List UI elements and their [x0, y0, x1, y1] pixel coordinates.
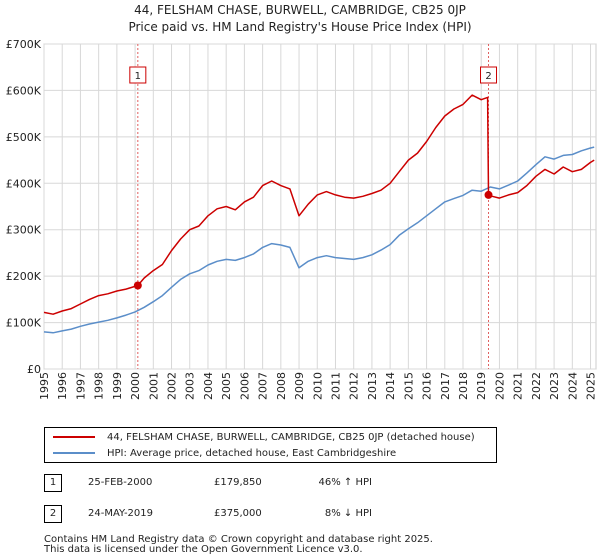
property-price-line	[43, 94, 595, 315]
transaction-number-badge: 2	[44, 505, 62, 523]
x-tick-label: 2021	[512, 372, 525, 400]
x-tick-label: 2006	[238, 372, 251, 400]
footer-copyright: Contains HM Land Registry data © Crown c…	[44, 534, 433, 545]
x-tick-label: 1998	[93, 372, 106, 400]
x-tick-label: 2016	[421, 372, 434, 400]
transaction-row: 1 25-FEB-2000 £179,850 46% ↑ HPI	[44, 474, 584, 492]
y-tick-label: £200K	[6, 270, 42, 283]
price-chart: 1 2 £0 £100K £200K £300K £400K £500K £600K £700K…	[6, 38, 598, 400]
x-tick-label: 2020	[493, 372, 506, 400]
x-tick-label: 2001	[147, 372, 160, 400]
y-tick-label: £100K	[6, 317, 42, 330]
x-tick-label: 2011	[329, 372, 342, 400]
x-tick-label: 2009	[293, 372, 306, 400]
x-tick-label: 2015	[402, 372, 415, 400]
legend-swatch-hpi	[53, 452, 95, 454]
x-tick-label: 2023	[548, 372, 561, 400]
y-tick-label: £700K	[6, 38, 42, 51]
x-tick-label: 1999	[111, 372, 124, 400]
sale-point	[484, 190, 493, 199]
transaction-hpi-diff: 8% ↓ HPI	[324, 508, 372, 519]
y-tick-label: £400K	[6, 177, 42, 190]
chart-title-line2: Price paid vs. HM Land Registry's House …	[128, 20, 472, 34]
x-tick-label: 2025	[585, 372, 598, 400]
legend-label-property: 44, FELSHAM CHASE, BURWELL, CAMBRIDGE, C…	[107, 431, 475, 443]
transaction-date: 25-FEB-2000	[88, 477, 153, 488]
sale-number-box	[480, 66, 498, 84]
transaction-price: £179,850	[214, 477, 262, 488]
x-tick-label: 2008	[275, 372, 288, 400]
x-tick-label: 2007	[257, 372, 270, 400]
transaction-row: 2 24-MAY-2019 £375,000 8% ↓ HPI	[44, 505, 584, 523]
sale-point	[133, 281, 142, 290]
y-tick-label: £600K	[6, 84, 42, 97]
transaction-date: 24-MAY-2019	[88, 508, 154, 519]
x-tick-label: 2005	[220, 372, 233, 400]
x-tick-label: 2017	[439, 372, 452, 400]
x-tick-label: 1996	[56, 372, 69, 400]
footer-licence: This data is licensed under the Open Gov…	[44, 544, 363, 555]
x-tick-label: 1995	[38, 372, 51, 400]
legend-item-hpi: HPI: Average price, detached house, East…	[53, 445, 396, 461]
sale-number-label: 2	[485, 71, 491, 82]
x-tick-label: 2003	[184, 372, 197, 400]
x-tick-label: 2024	[566, 372, 579, 400]
sale-number-label: 1	[135, 71, 141, 82]
x-tick-label: 2014	[384, 372, 397, 400]
x-tick-label: 2022	[530, 372, 543, 400]
y-tick-label: £500K	[6, 131, 42, 144]
y-tick-label: £300K	[6, 224, 42, 237]
transaction-number-badge: 1	[44, 474, 62, 492]
y-tick-label: £0	[27, 363, 41, 376]
x-tick-label: 2000	[129, 372, 142, 400]
x-tick-label: 2004	[202, 372, 215, 400]
x-tick-label: 1997	[74, 372, 87, 400]
plot-area	[43, 43, 597, 370]
legend-swatch-property	[53, 436, 95, 438]
x-tick-label: 2012	[348, 372, 361, 400]
x-tick-label: 2019	[475, 372, 488, 400]
x-tick-label: 2013	[366, 372, 379, 400]
legend-label-hpi: HPI: Average price, detached house, East…	[107, 447, 397, 459]
x-tick-label: 2018	[457, 372, 470, 400]
chart-legend: 44, FELSHAM CHASE, BURWELL, CAMBRIDGE, C…	[44, 427, 497, 463]
chart-title-line1: 44, FELSHAM CHASE, BURWELL, CAMBRIDGE, C…	[134, 3, 466, 17]
transaction-hpi-diff: 46% ↑ HPI	[318, 477, 372, 488]
x-tick-label: 2002	[166, 372, 179, 400]
sale-number-box	[129, 66, 147, 84]
transaction-price: £375,000	[214, 508, 262, 519]
x-tick-label: 2010	[311, 372, 324, 400]
hpi-line	[43, 146, 595, 334]
legend-item-property: 44, FELSHAM CHASE, BURWELL, CAMBRIDGE, C…	[53, 429, 475, 445]
